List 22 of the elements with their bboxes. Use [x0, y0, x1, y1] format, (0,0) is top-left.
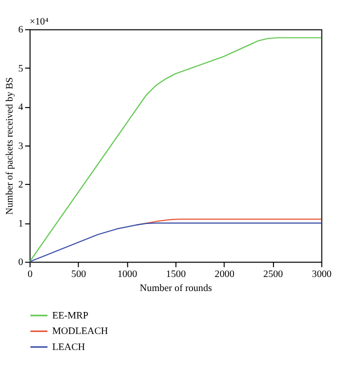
x-tick-label: 3000: [312, 269, 332, 280]
text: ×10⁴: [30, 16, 49, 28]
y-tick-label: 4: [18, 102, 24, 114]
y-tick-label: 0: [18, 257, 24, 268]
y-tick-label: 1: [18, 218, 24, 230]
line-series: [29, 222, 322, 262]
legend-label: MODLEACH: [52, 326, 108, 338]
y-tick-label: 6: [18, 24, 24, 36]
x-axis-title: Number of rounds: [140, 282, 212, 294]
legend-label: EE-MRP: [52, 310, 89, 322]
x-tick-label: 1000: [117, 269, 138, 280]
y-tick-label: 5: [18, 63, 24, 74]
x-tick-label: 2000: [214, 269, 234, 280]
y-tick-label: 2: [18, 180, 24, 191]
legend-label: LEACH: [52, 342, 86, 353]
line-series: [29, 37, 322, 262]
x-tick-label: 0: [28, 269, 33, 280]
x-tick-label: 1500: [166, 269, 186, 280]
x-tick-label: 2500: [263, 269, 284, 280]
x-tick-label: 500: [71, 269, 86, 280]
y-tick-label: 3: [18, 140, 24, 152]
y-axis-title: Number of packets received by BS: [4, 77, 16, 215]
